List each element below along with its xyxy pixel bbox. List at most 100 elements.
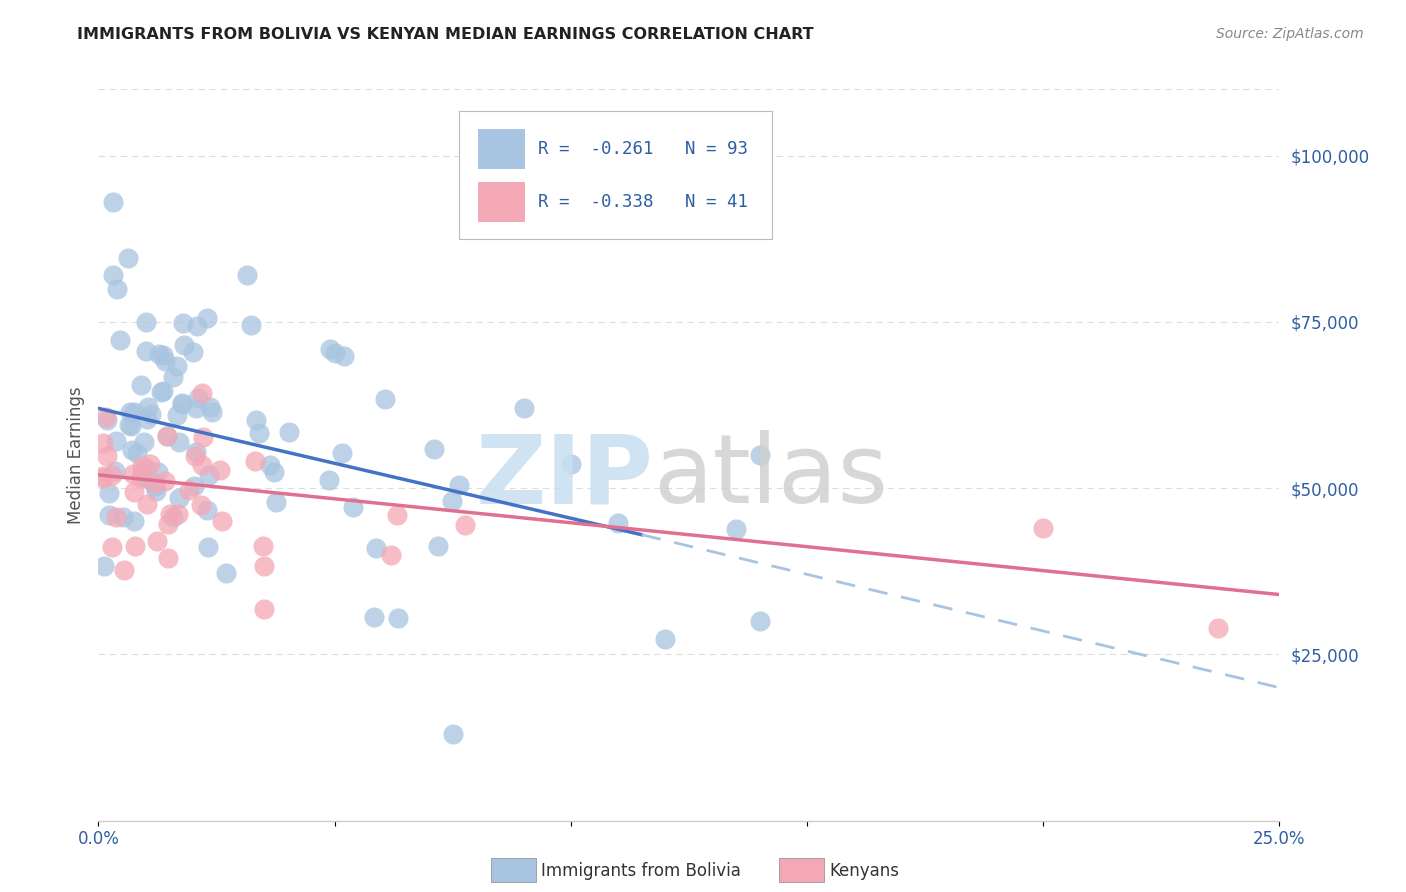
Point xyxy=(264,495,287,509)
Point xyxy=(91,468,114,483)
Point xyxy=(135,497,157,511)
Point xyxy=(198,467,221,482)
Point xyxy=(135,344,157,359)
Point xyxy=(342,500,364,514)
Point xyxy=(173,338,195,352)
Point xyxy=(323,346,346,360)
Point xyxy=(124,540,146,554)
Point xyxy=(110,334,132,348)
Point xyxy=(374,392,396,406)
Point xyxy=(155,428,177,442)
Text: Kenyans: Kenyans xyxy=(830,862,900,880)
Point xyxy=(120,418,142,433)
Point xyxy=(277,425,299,439)
Point xyxy=(162,510,184,524)
Point xyxy=(197,503,219,517)
Point xyxy=(440,493,463,508)
Point xyxy=(201,405,224,419)
Point xyxy=(146,465,169,479)
Point xyxy=(167,434,190,449)
Text: R =  -0.338   N = 41: R = -0.338 N = 41 xyxy=(537,193,748,211)
Point xyxy=(1206,621,1229,635)
Point xyxy=(195,310,218,325)
Text: R =  -0.261   N = 93: R = -0.261 N = 93 xyxy=(537,139,748,158)
Point xyxy=(454,518,477,533)
Point xyxy=(129,470,152,484)
Point xyxy=(427,539,450,553)
Point xyxy=(100,468,122,483)
Point xyxy=(190,498,212,512)
Point xyxy=(441,727,464,741)
Point xyxy=(98,508,121,522)
Point xyxy=(240,318,263,333)
Point xyxy=(380,548,402,562)
Point xyxy=(167,507,190,521)
Point xyxy=(162,370,184,384)
Point xyxy=(166,408,188,422)
Point xyxy=(93,559,115,574)
Point xyxy=(94,409,117,424)
Point xyxy=(155,354,177,368)
Point xyxy=(318,473,340,487)
Point xyxy=(105,282,128,296)
Point xyxy=(143,475,166,490)
Text: IMMIGRANTS FROM BOLIVIA VS KENYAN MEDIAN EARNINGS CORRELATION CHART: IMMIGRANTS FROM BOLIVIA VS KENYAN MEDIAN… xyxy=(77,27,814,42)
Point xyxy=(243,454,266,468)
Point xyxy=(155,474,177,488)
Point xyxy=(122,485,145,500)
Point xyxy=(172,316,194,330)
Point xyxy=(560,457,582,471)
Point xyxy=(125,446,148,460)
Point xyxy=(143,475,166,490)
Point xyxy=(112,563,135,577)
Point xyxy=(91,471,114,485)
Point xyxy=(96,449,118,463)
Point xyxy=(120,405,142,419)
Point xyxy=(748,615,770,629)
Point xyxy=(654,632,676,647)
Point xyxy=(253,601,276,615)
Point xyxy=(136,400,159,414)
Point xyxy=(134,434,156,449)
Point xyxy=(131,465,153,479)
Point xyxy=(607,516,630,530)
Point xyxy=(122,467,145,481)
Point xyxy=(245,413,267,427)
Point xyxy=(385,508,408,523)
Point xyxy=(96,413,118,427)
FancyBboxPatch shape xyxy=(478,182,524,222)
Point xyxy=(143,479,166,493)
Point xyxy=(149,384,172,399)
Point xyxy=(129,377,152,392)
Point xyxy=(148,347,170,361)
Point xyxy=(183,479,205,493)
Point xyxy=(101,268,124,283)
Point xyxy=(167,491,190,506)
Point xyxy=(122,405,145,419)
Point xyxy=(184,449,207,463)
Point xyxy=(364,541,387,556)
Point xyxy=(177,483,200,498)
Point xyxy=(139,457,162,471)
Point xyxy=(191,385,214,400)
Point xyxy=(181,345,204,359)
Point xyxy=(166,359,188,374)
Point xyxy=(121,443,143,458)
Point xyxy=(748,449,770,463)
Point xyxy=(253,558,276,573)
Point xyxy=(208,463,231,477)
Point xyxy=(423,442,446,456)
Point xyxy=(104,434,127,448)
Point xyxy=(187,392,209,406)
Point xyxy=(198,400,221,414)
Point xyxy=(259,458,281,473)
Point xyxy=(117,251,139,265)
Point xyxy=(134,470,156,484)
Point xyxy=(122,514,145,528)
Point xyxy=(104,464,127,478)
Point xyxy=(139,407,162,421)
Point xyxy=(111,510,134,524)
Text: atlas: atlas xyxy=(654,430,889,524)
Point xyxy=(263,465,285,479)
Point xyxy=(170,397,193,411)
